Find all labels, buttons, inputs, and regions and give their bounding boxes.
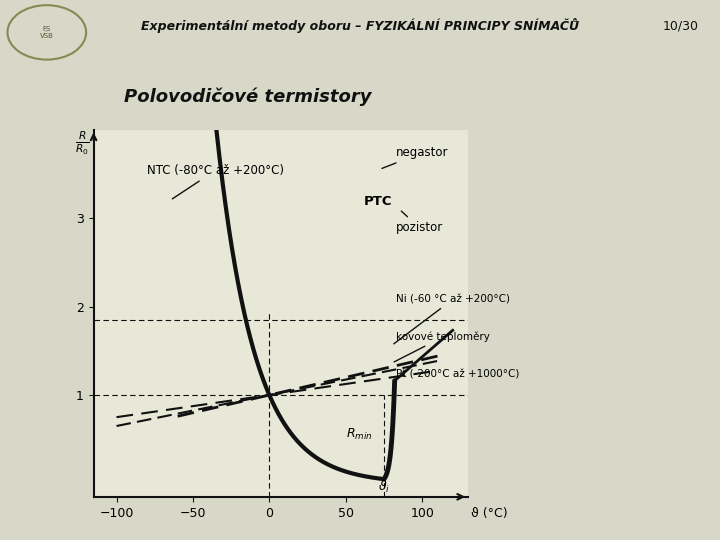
- Text: FS
VŠB: FS VŠB: [40, 25, 54, 39]
- Text: Ni (-60 °C až +200°C): Ni (-60 °C až +200°C): [394, 294, 510, 344]
- Text: Pt (-200°C až +1000°C): Pt (-200°C až +1000°C): [392, 369, 520, 379]
- Text: $\vartheta_i$: $\vartheta_i$: [378, 479, 390, 495]
- Text: $R_{min}$: $R_{min}$: [346, 427, 372, 442]
- Text: ϑ (°C): ϑ (°C): [471, 508, 508, 521]
- Text: PTC: PTC: [364, 195, 392, 208]
- Text: kovové teploměry: kovové teploměry: [394, 332, 490, 362]
- Text: negastor: negastor: [382, 146, 449, 168]
- Text: Experimentální metody oboru – FYZIKÁLNÍ PRINCIPY SNÍMAČŮ: Experimentální metody oboru – FYZIKÁLNÍ …: [141, 18, 579, 33]
- Text: 10/30: 10/30: [662, 19, 698, 32]
- Text: $\frac{R}{R_0}$: $\frac{R}{R_0}$: [75, 130, 89, 157]
- Text: pozistor: pozistor: [396, 211, 444, 234]
- Text: NTC (-80°C až +200°C): NTC (-80°C až +200°C): [147, 164, 284, 199]
- Text: Polovodičové termistory: Polovodičové termistory: [125, 88, 372, 106]
